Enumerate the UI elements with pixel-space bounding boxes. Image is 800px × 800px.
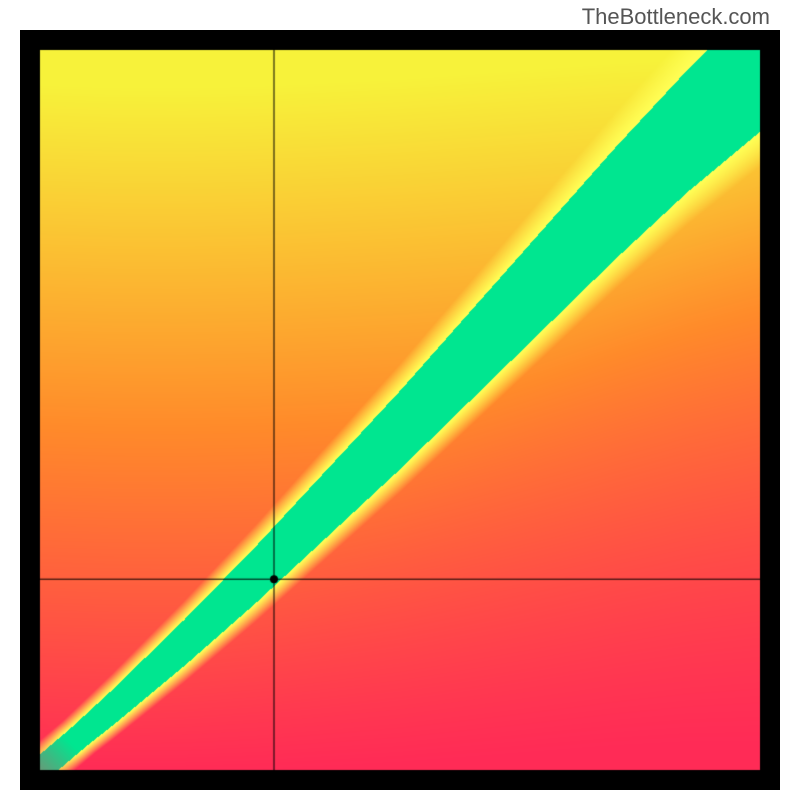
watermark-text: TheBottleneck.com: [582, 4, 770, 30]
bottleneck-heatmap: [20, 30, 780, 790]
heatmap-canvas: [20, 30, 780, 790]
